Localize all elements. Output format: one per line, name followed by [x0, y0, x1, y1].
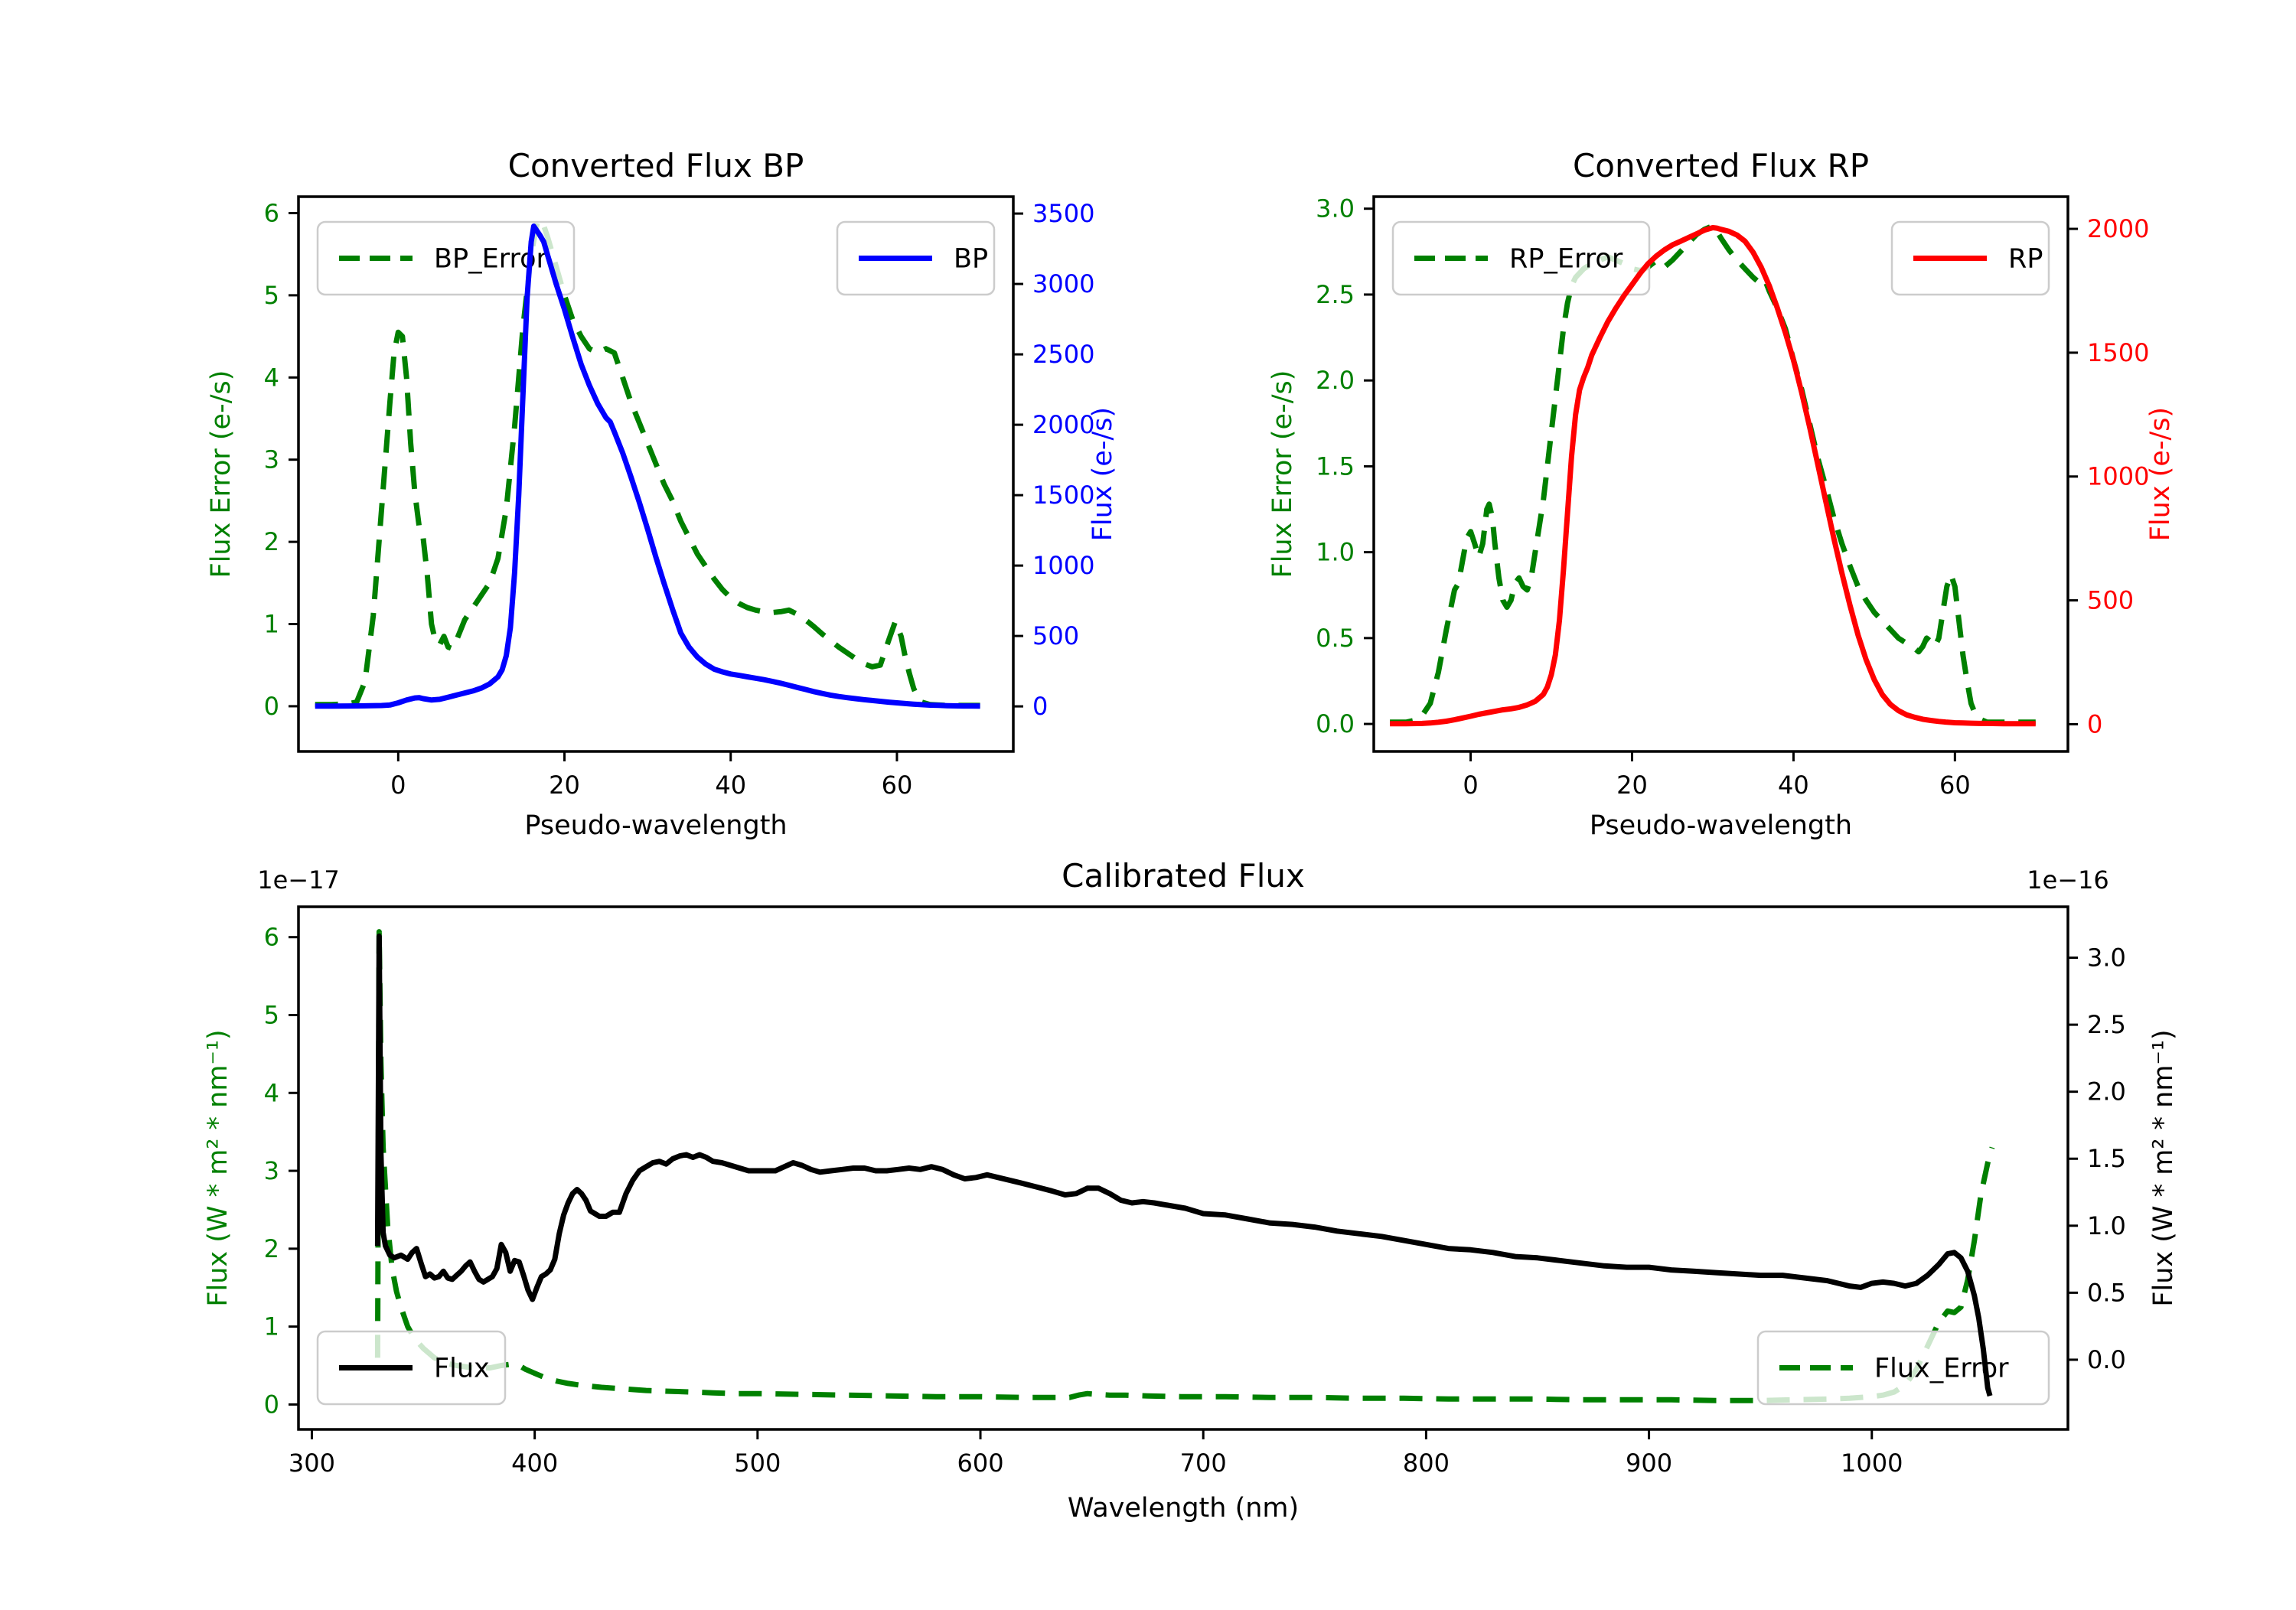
- left-tick-label: 1.0: [1316, 538, 1355, 567]
- left-tick-label: 5: [264, 281, 279, 310]
- right-tick-label: 1000: [1032, 551, 1094, 580]
- left-axis-label: Flux Error (e-/s): [206, 370, 236, 578]
- rp-curve: [1390, 225, 2036, 727]
- flux-curve: [374, 934, 1993, 1397]
- rp_error-legend: RP_Error: [1391, 220, 1651, 296]
- right-tick-label: 2000: [2087, 214, 2149, 243]
- x-tick-label: 800: [1403, 1449, 1450, 1478]
- subplot-title: Converted Flux BP: [508, 147, 804, 184]
- right-tick-label: 3000: [1032, 269, 1094, 298]
- left-tick-label: 1: [264, 1312, 279, 1341]
- right-tick-label: 1500: [1032, 481, 1094, 510]
- x-tick-label: 20: [549, 771, 580, 800]
- right-tick-label: 2500: [1032, 340, 1094, 369]
- left-tick-label: 2.0: [1316, 366, 1355, 395]
- right-tick-label: 0.5: [2087, 1278, 2126, 1307]
- rp-legend: RP: [1890, 220, 2050, 296]
- left-tick-label: 6: [264, 198, 279, 227]
- left-axis-label: Flux (W * m² * nm⁻¹): [203, 1029, 233, 1306]
- x-axis-label: Wavelength (nm): [1068, 1493, 1299, 1524]
- right-tick-label: 500: [1032, 621, 1079, 650]
- left-axis-offset-text: 1e−17: [257, 865, 340, 895]
- left-tick-label: 2: [264, 527, 279, 556]
- right-tick-label: 1.5: [2087, 1144, 2126, 1173]
- right-tick-label: 500: [2087, 586, 2134, 615]
- left-tick-label: 6: [264, 923, 279, 952]
- subplot-title: Converted Flux RP: [1573, 147, 1869, 184]
- bp-curve: [315, 223, 980, 709]
- rp_error-curve: [1390, 223, 2036, 725]
- left-tick-label: 0: [264, 692, 279, 721]
- rp_error-legend-box: [1391, 220, 1651, 296]
- bp_error-legend-box: [316, 220, 576, 296]
- right-axis-label: Flux (e-/s): [2145, 407, 2176, 541]
- left-tick-label: 4: [264, 363, 279, 392]
- right-tick-label: 1500: [2087, 338, 2149, 367]
- subplot-flux: Flux_Error Flux 300 400 500 600 700 800 900 1000 0…: [203, 857, 2179, 1524]
- right-tick-label: 2.0: [2087, 1077, 2126, 1106]
- x-axis-label: Pseudo-wavelength: [1590, 810, 1852, 841]
- left-tick-label: 1: [264, 610, 279, 639]
- right-tick-label: 0: [2087, 709, 2102, 738]
- x-tick-label: 60: [1939, 771, 1971, 800]
- flux_error-legend-box: [1756, 1330, 2050, 1406]
- right-tick-label: 1.0: [2087, 1211, 2126, 1240]
- left-tick-label: 5: [264, 1000, 279, 1029]
- x-tick-label: 900: [1626, 1449, 1672, 1478]
- x-tick-label: 40: [715, 771, 746, 800]
- flux_error-legend: Flux_Error: [1756, 1330, 2050, 1406]
- axes-frame: [297, 195, 1015, 753]
- right-axis-label: Flux (W * m² * nm⁻¹): [2148, 1029, 2179, 1306]
- right-axis-offset-text: 1e−16: [2027, 865, 2109, 895]
- right-tick-label: 3500: [1032, 199, 1094, 228]
- x-tick-label: 40: [1778, 771, 1809, 800]
- left-tick-label: 2: [264, 1234, 279, 1263]
- x-tick-label: 20: [1616, 771, 1648, 800]
- left-tick-label: 0.5: [1316, 624, 1355, 653]
- bp-legend: BP: [836, 220, 996, 296]
- x-tick-label: 60: [882, 771, 913, 800]
- right-tick-label: 0.0: [2087, 1345, 2126, 1374]
- subplot-bp: BP_Error BP0 20 40 6001234560500100015002000…: [206, 147, 1118, 841]
- left-tick-label: 3: [264, 445, 279, 474]
- right-tick-label: 3.0: [2087, 944, 2126, 973]
- subplot-title: Calibrated Flux: [1062, 857, 1305, 895]
- x-axis-label: Pseudo-wavelength: [524, 810, 787, 841]
- left-axis-label: Flux Error (e-/s): [1267, 370, 1298, 578]
- flux-legend: Flux: [316, 1330, 507, 1406]
- left-tick-label: 0.0: [1316, 709, 1355, 738]
- x-tick-label: 400: [511, 1449, 558, 1478]
- right-tick-label: 2000: [1032, 410, 1094, 439]
- right-tick-label: 2.5: [2087, 1010, 2126, 1039]
- left-tick-label: 1.5: [1316, 451, 1355, 481]
- subplot-rp: RP_Error RP 0 20 40 60 0.0 0.5 1.0 1.5 2.0 2.5 3.0 0 5…: [1267, 147, 2176, 841]
- left-tick-label: 0: [264, 1390, 279, 1419]
- x-tick-label: 500: [734, 1449, 781, 1478]
- left-tick-label: 3.0: [1316, 194, 1355, 223]
- rp_error-legend-label: RP_Error: [1509, 244, 1623, 275]
- bp-legend-label: BP: [954, 244, 988, 275]
- flux-legend-label: Flux: [434, 1354, 490, 1384]
- left-tick-label: 4: [264, 1078, 279, 1107]
- rp-legend-label: RP: [2008, 244, 2043, 275]
- x-tick-label: 300: [289, 1449, 335, 1478]
- left-tick-label: 3: [264, 1156, 279, 1185]
- right-tick-label: 1000: [2087, 462, 2149, 491]
- x-tick-label: 700: [1180, 1449, 1227, 1478]
- left-tick-label: 2.5: [1316, 280, 1355, 309]
- x-tick-label: 600: [957, 1449, 1003, 1478]
- x-tick-label: 0: [1463, 771, 1478, 800]
- axes-frame: [1372, 195, 2069, 753]
- right-tick-label: 0: [1032, 692, 1048, 721]
- x-tick-label: 1000: [1841, 1449, 1903, 1478]
- right-axis-label: Flux (e-/s): [1088, 407, 1118, 541]
- x-tick-label: 0: [390, 771, 406, 800]
- axes-frame: [297, 905, 2069, 1431]
